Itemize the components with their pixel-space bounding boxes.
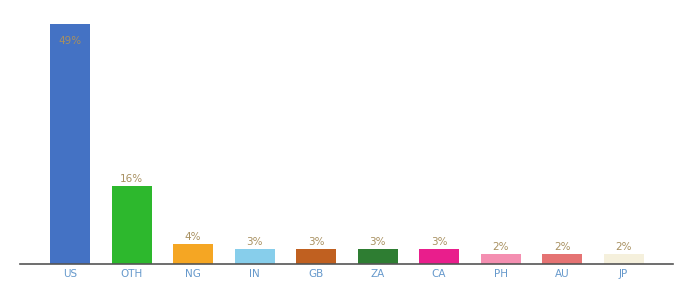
Text: 2%: 2% bbox=[554, 242, 571, 252]
Bar bbox=[542, 254, 582, 264]
Text: 16%: 16% bbox=[120, 174, 143, 184]
Bar bbox=[358, 249, 398, 264]
Text: 2%: 2% bbox=[492, 242, 509, 252]
Text: 3%: 3% bbox=[246, 237, 262, 247]
Text: 49%: 49% bbox=[58, 36, 82, 46]
Bar bbox=[296, 249, 336, 264]
Bar bbox=[235, 249, 275, 264]
Bar bbox=[50, 24, 90, 264]
Bar bbox=[112, 185, 152, 264]
Bar bbox=[481, 254, 520, 264]
Text: 3%: 3% bbox=[431, 237, 447, 247]
Text: 3%: 3% bbox=[369, 237, 386, 247]
Text: 2%: 2% bbox=[615, 242, 632, 252]
Text: 4%: 4% bbox=[185, 232, 201, 242]
Bar bbox=[419, 249, 459, 264]
Text: 3%: 3% bbox=[308, 237, 324, 247]
Bar bbox=[604, 254, 643, 264]
Bar bbox=[173, 244, 213, 264]
